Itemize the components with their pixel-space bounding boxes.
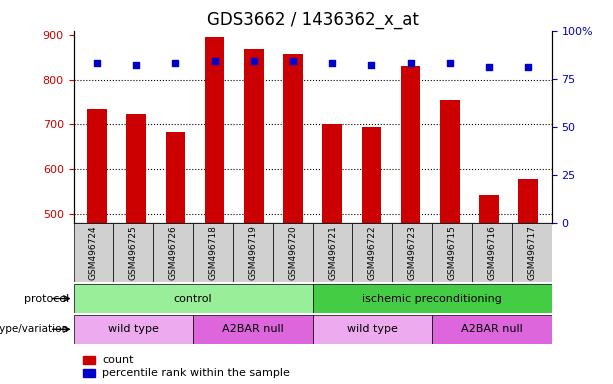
Point — [524, 64, 533, 70]
Text: count: count — [102, 355, 134, 365]
Bar — [166, 132, 185, 223]
Text: control: control — [173, 293, 213, 304]
FancyBboxPatch shape — [313, 223, 352, 282]
FancyBboxPatch shape — [432, 315, 552, 344]
Point — [210, 58, 219, 65]
Text: A2BAR null: A2BAR null — [222, 324, 284, 334]
Text: GSM496726: GSM496726 — [169, 225, 178, 280]
Text: GSM496723: GSM496723 — [408, 225, 417, 280]
Point — [249, 58, 259, 65]
FancyBboxPatch shape — [472, 223, 512, 282]
Text: GSM496722: GSM496722 — [368, 225, 377, 280]
Point — [170, 60, 180, 66]
FancyBboxPatch shape — [74, 315, 193, 344]
Bar — [87, 109, 107, 223]
Title: GDS3662 / 1436362_x_at: GDS3662 / 1436362_x_at — [207, 12, 419, 30]
Text: GSM496720: GSM496720 — [288, 225, 297, 280]
Point — [92, 60, 102, 66]
Text: GSM496717: GSM496717 — [527, 225, 536, 280]
Text: wild type: wild type — [347, 324, 398, 334]
Point — [131, 62, 141, 68]
Point — [367, 62, 376, 68]
Text: GSM496721: GSM496721 — [328, 225, 337, 280]
FancyBboxPatch shape — [313, 315, 432, 344]
Text: protocol: protocol — [23, 293, 69, 304]
Bar — [519, 179, 538, 223]
Bar — [401, 66, 421, 223]
Bar — [322, 124, 342, 223]
Text: GSM496718: GSM496718 — [208, 225, 218, 280]
Bar — [283, 55, 303, 223]
Text: genotype/variation: genotype/variation — [0, 324, 69, 334]
Text: GSM496725: GSM496725 — [129, 225, 138, 280]
Bar — [479, 195, 499, 223]
Point — [288, 58, 298, 65]
Point — [484, 64, 494, 70]
FancyBboxPatch shape — [193, 315, 313, 344]
Text: GSM496719: GSM496719 — [248, 225, 257, 280]
FancyBboxPatch shape — [74, 223, 113, 282]
FancyBboxPatch shape — [392, 223, 432, 282]
FancyBboxPatch shape — [233, 223, 273, 282]
FancyBboxPatch shape — [74, 284, 313, 313]
Point — [445, 60, 455, 66]
Bar — [362, 127, 381, 223]
Point — [406, 60, 416, 66]
Point — [327, 60, 337, 66]
FancyBboxPatch shape — [432, 223, 472, 282]
Text: ischemic preconditioning: ischemic preconditioning — [362, 293, 502, 304]
FancyBboxPatch shape — [193, 223, 233, 282]
Bar — [244, 50, 264, 223]
Bar — [126, 114, 146, 223]
Text: A2BAR null: A2BAR null — [461, 324, 523, 334]
Text: wild type: wild type — [108, 324, 159, 334]
Bar — [83, 356, 95, 364]
Bar — [440, 100, 460, 223]
Text: percentile rank within the sample: percentile rank within the sample — [102, 368, 290, 378]
FancyBboxPatch shape — [113, 223, 153, 282]
FancyBboxPatch shape — [512, 223, 552, 282]
FancyBboxPatch shape — [352, 223, 392, 282]
FancyBboxPatch shape — [313, 284, 552, 313]
FancyBboxPatch shape — [153, 223, 193, 282]
Text: GSM496715: GSM496715 — [447, 225, 457, 280]
FancyBboxPatch shape — [273, 223, 313, 282]
Text: GSM496716: GSM496716 — [487, 225, 497, 280]
Text: GSM496724: GSM496724 — [89, 225, 98, 280]
Bar — [83, 369, 95, 377]
Bar — [205, 36, 224, 223]
